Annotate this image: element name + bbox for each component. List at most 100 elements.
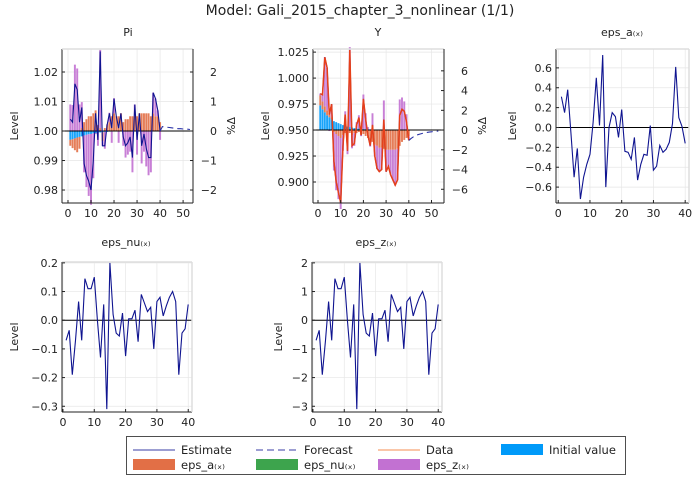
estimate-line: [316, 263, 438, 409]
y-axis-label: Level: [8, 322, 21, 351]
forecast-line: [160, 127, 190, 131]
bar-initial-value: [85, 131, 87, 135]
y-tick-label: −3: [292, 400, 308, 413]
x-tick-label: 20: [356, 207, 370, 220]
bar-eps-a: [72, 139, 74, 148]
right-tick-label: −2: [201, 184, 217, 197]
y-tick-label: −1: [292, 343, 308, 356]
bar-eps-z: [90, 134, 92, 205]
bar-eps-z: [394, 150, 396, 186]
right-axis-label: %Δ: [476, 117, 489, 135]
bar-eps-a: [108, 122, 110, 131]
bar-eps-z: [88, 134, 90, 196]
x-tick-label: 40: [402, 207, 416, 220]
bar-eps-a: [322, 101, 324, 109]
legend-label-forecast: Forecast: [304, 443, 353, 457]
y-tick-label: 0.0: [535, 121, 553, 134]
bar-initial-value: [76, 131, 78, 137]
bar-eps-a: [125, 119, 127, 131]
x-tick-label: 0: [64, 207, 71, 220]
bar-eps-a: [403, 130, 405, 140]
right-tick-label: −1: [201, 155, 217, 168]
bar-eps-a: [362, 130, 364, 134]
bar-eps-z: [69, 104, 71, 131]
panel-title-eps-nu: eps_nu₍ₓ₎: [101, 236, 151, 249]
y-tick-label: 1.025: [278, 46, 310, 59]
right-tick-label: 2: [461, 104, 468, 117]
bar-eps-a: [129, 116, 131, 131]
x-tick-label: 10: [334, 207, 348, 220]
bar-eps-a: [76, 138, 78, 153]
bar-eps-z: [392, 150, 394, 181]
y-tick-label: 1.000: [278, 72, 310, 85]
x-tick-label: 50: [425, 207, 439, 220]
bar-eps-a: [326, 110, 328, 115]
right-axis-label: %Δ: [225, 117, 238, 135]
bar-eps-a: [113, 113, 115, 131]
bar-initial-value: [322, 109, 324, 130]
x-tick-label: 30: [379, 207, 393, 220]
bar-initial-value: [319, 105, 321, 130]
bar-eps-a: [143, 113, 145, 131]
y-tick-label: 0.0: [41, 314, 59, 327]
x-tick-label: 0: [314, 207, 321, 220]
right-tick-label: 0: [210, 125, 217, 138]
y-tick-label: 0: [301, 314, 308, 327]
bar-eps-a: [387, 130, 389, 150]
bar-eps-a: [376, 130, 378, 146]
y-tick-label: 0.2: [535, 102, 553, 115]
right-tick-label: 6: [461, 65, 468, 78]
y-tick-label: 1.02: [34, 66, 59, 79]
y-tick-label: 0.6: [535, 62, 553, 75]
y-tick-label: −0.6: [525, 181, 552, 194]
bar-eps-z: [118, 131, 120, 143]
x-tick-label: 40: [431, 416, 445, 429]
y-tick-label: 0.925: [278, 150, 310, 163]
bar-eps-a: [324, 106, 326, 112]
x-tick-label: 10: [87, 416, 101, 429]
bar-eps-a: [92, 113, 94, 131]
legend-label-eps-z: eps_z₍ₓ₎: [426, 458, 469, 472]
bar-eps-a: [392, 130, 394, 150]
x-tick-label: 30: [400, 416, 414, 429]
y-tick-label: −0.4: [525, 161, 552, 174]
bar-eps-a: [148, 113, 150, 131]
bar-eps-z: [159, 131, 161, 140]
y-axis-label: Level: [506, 111, 519, 140]
forecast-line: [409, 131, 439, 140]
bar-eps-a: [90, 116, 92, 131]
y-tick-label: 1.00: [34, 125, 59, 138]
y-tick-label: 0.4: [535, 82, 553, 95]
bar-eps-a: [390, 130, 392, 150]
right-tick-label: 4: [461, 85, 468, 98]
bar-eps-z: [85, 135, 87, 187]
bar-eps-a: [131, 116, 133, 131]
x-tick-label: 50: [176, 207, 190, 220]
x-tick-label: 30: [646, 207, 660, 220]
y-tick-label: 0.950: [278, 124, 310, 137]
y-axis-label: Level: [8, 111, 21, 140]
bar-eps-a: [337, 130, 339, 136]
legend-label-data: Data: [426, 443, 453, 457]
y-tick-label: 0.98: [34, 184, 59, 197]
bar-eps-a: [394, 130, 396, 150]
x-tick-label: 0: [59, 416, 66, 429]
estimate-line: [66, 263, 188, 409]
legend-swatch-eps-a: [133, 459, 175, 470]
y-axis-label: Level: [259, 111, 272, 140]
y-tick-label: −0.3: [31, 400, 58, 413]
y-tick-label: 2: [301, 257, 308, 270]
y-tick-label: 0.1: [41, 286, 59, 299]
bar-eps-a: [378, 130, 380, 148]
panel-title-y: Y: [374, 26, 382, 39]
x-tick-label: 20: [107, 207, 121, 220]
y-tick-label: −2: [292, 372, 308, 385]
x-tick-label: 20: [615, 207, 629, 220]
x-tick-label: 40: [678, 207, 692, 220]
bar-eps-a: [319, 96, 321, 106]
legend-label-estimate: Estimate: [181, 443, 232, 457]
x-tick-label: 30: [150, 416, 164, 429]
panel-title-eps-z: eps_z₍ₓ₎: [355, 236, 396, 249]
